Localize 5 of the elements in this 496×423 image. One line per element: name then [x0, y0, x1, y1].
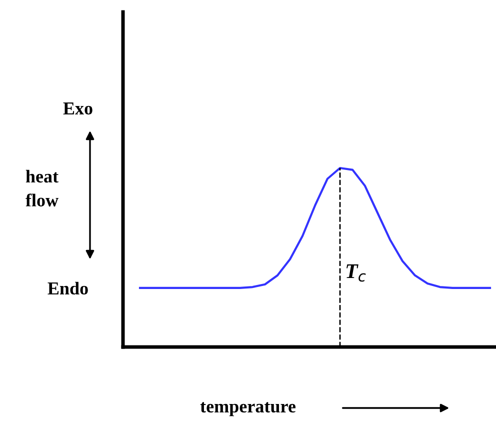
y-axis-title: heat flow: [26, 170, 58, 206]
text: Endo: [48, 282, 88, 295]
x-axis-title: temperature: [200, 402, 296, 416]
text: Exo: [63, 102, 92, 115]
annotation: T$_{c}$: [346, 264, 366, 282]
